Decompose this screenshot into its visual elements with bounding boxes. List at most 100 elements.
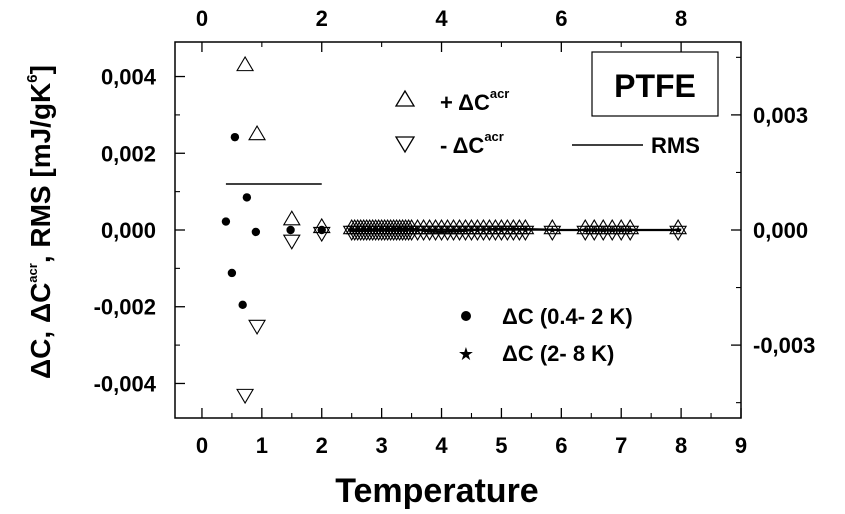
- x-tick-label: 2: [316, 433, 328, 458]
- point-star: [425, 226, 434, 234]
- point-dot: [242, 193, 252, 202]
- legend-marker-triangle-up: [394, 89, 416, 107]
- point-star: [599, 226, 607, 234]
- point-star: [431, 226, 440, 234]
- legend-label-plus-dcacr: + ΔCacr: [440, 86, 509, 115]
- x-tick-label: 5: [495, 433, 507, 458]
- x-tick-label: 3: [376, 433, 388, 458]
- x-top-tick-label: 0: [196, 6, 208, 31]
- point-star: [608, 226, 616, 234]
- point-star: [521, 226, 530, 234]
- point-triangle-down: [282, 234, 301, 250]
- point-star: [581, 226, 590, 234]
- x-axis-title: Temperature: [335, 472, 538, 510]
- point-star: [626, 226, 634, 234]
- x-tick-label: 0: [196, 433, 208, 458]
- point-triangle-up: [594, 218, 613, 235]
- point-triangle-up: [603, 218, 622, 235]
- point-dot: [227, 268, 237, 278]
- point-star: [473, 226, 482, 234]
- point-star: [401, 226, 410, 234]
- point-star: [443, 226, 452, 234]
- point-triangle-up: [282, 210, 301, 226]
- point-triangle-up: [576, 218, 595, 235]
- point-star: [617, 226, 625, 234]
- x-tick-label: 4: [435, 433, 448, 458]
- legend-marker-star: ★: [458, 344, 474, 365]
- point-star: [377, 226, 386, 234]
- legend-label-minus-dcacr: - ΔCacr: [440, 129, 504, 158]
- point-star: [467, 226, 476, 234]
- point-star: [395, 226, 404, 234]
- x-top-tick-label: 6: [555, 6, 567, 31]
- x-top-tick-label: 2: [316, 6, 328, 31]
- legend-plus-prefix: + ΔC: [440, 90, 490, 115]
- y-right-tick-label: 0,003: [753, 103, 808, 128]
- point-star: [347, 226, 356, 234]
- point-star: [359, 226, 368, 234]
- point-star: [437, 226, 446, 234]
- y-axis-title-part1: ΔC, ΔC: [25, 283, 56, 379]
- point-triangle-up: [612, 218, 631, 235]
- point-star: [674, 226, 682, 234]
- y-axis-title-part3: ]: [25, 65, 56, 74]
- legend-marker-dot: [461, 311, 471, 321]
- ptfe-label: PTFE: [614, 68, 696, 104]
- y-axis-title-sup1: acr: [25, 263, 40, 283]
- point-dot: [221, 217, 231, 226]
- point-star: [449, 226, 458, 234]
- point-star: [389, 226, 398, 234]
- point-triangle-up: [543, 218, 562, 235]
- point-triangle-up: [669, 218, 688, 235]
- legend-label-rms: RMS: [651, 133, 700, 158]
- point-dot: [230, 132, 240, 142]
- point-star: [413, 226, 422, 234]
- point-star: [419, 226, 428, 234]
- axis-tick-labels: 0 1 2 3 4 5 6 7 8 9 0 2 4 6 8 -0,004 -0,002 0,000 0,002 0,0…: [94, 6, 816, 458]
- point-triangle-up: [248, 124, 267, 141]
- y-axis-title-part2: , RMS [mJ/gK: [25, 83, 56, 263]
- point-star: [485, 226, 494, 234]
- y-left-tick-label: -0,002: [94, 295, 156, 320]
- y-left-tick-label: 0,004: [101, 65, 157, 90]
- point-triangle-up: [585, 218, 604, 235]
- point-dot: [238, 300, 247, 310]
- y-left-tick-label: 0,000: [101, 218, 156, 243]
- y-left-tick-label: 0,002: [101, 141, 156, 166]
- point-triangle-up: [236, 55, 255, 72]
- x-tick-label: 7: [615, 433, 627, 458]
- ptfe-label-box: [591, 51, 719, 117]
- y-right-tick-label: 0,000: [753, 218, 808, 243]
- point-star: [479, 226, 488, 234]
- x-top-tick-label: 4: [435, 6, 448, 31]
- y-right-tick-label: -0,003: [753, 333, 815, 358]
- point-star: [455, 226, 464, 234]
- point-star: [509, 226, 518, 234]
- x-tick-label: 1: [256, 433, 268, 458]
- legend-label-dc-high: ΔC (2- 8 K): [502, 341, 614, 366]
- point-star: [383, 226, 392, 234]
- axis-ticks: [175, 42, 742, 418]
- point-star: [548, 226, 557, 234]
- x-top-tick-label: 8: [675, 6, 687, 31]
- point-star: [371, 226, 380, 234]
- x-tick-label: 8: [675, 433, 687, 458]
- y-axis-title: ΔC, ΔCacr, RMS [mJ/gK6]: [24, 65, 56, 379]
- point-dot: [317, 225, 326, 235]
- point-star: [365, 226, 374, 234]
- legend-marker-triangle-down: [394, 136, 416, 154]
- legend-minus-prefix: - ΔC: [440, 133, 484, 158]
- point-star: [461, 226, 470, 234]
- point-dot: [286, 225, 295, 235]
- point-dot: [251, 227, 261, 237]
- legend-label-dc-low: ΔC (0.4- 2 K): [502, 304, 633, 329]
- legend-minus-sup: acr: [484, 129, 504, 144]
- point-star: [491, 226, 500, 234]
- data-layer: [221, 55, 688, 405]
- point-star: [407, 226, 416, 234]
- x-tick-label: 9: [735, 433, 747, 458]
- x-tick-label: 6: [555, 433, 567, 458]
- point-triangle-up: [621, 218, 640, 235]
- point-star: [590, 226, 599, 234]
